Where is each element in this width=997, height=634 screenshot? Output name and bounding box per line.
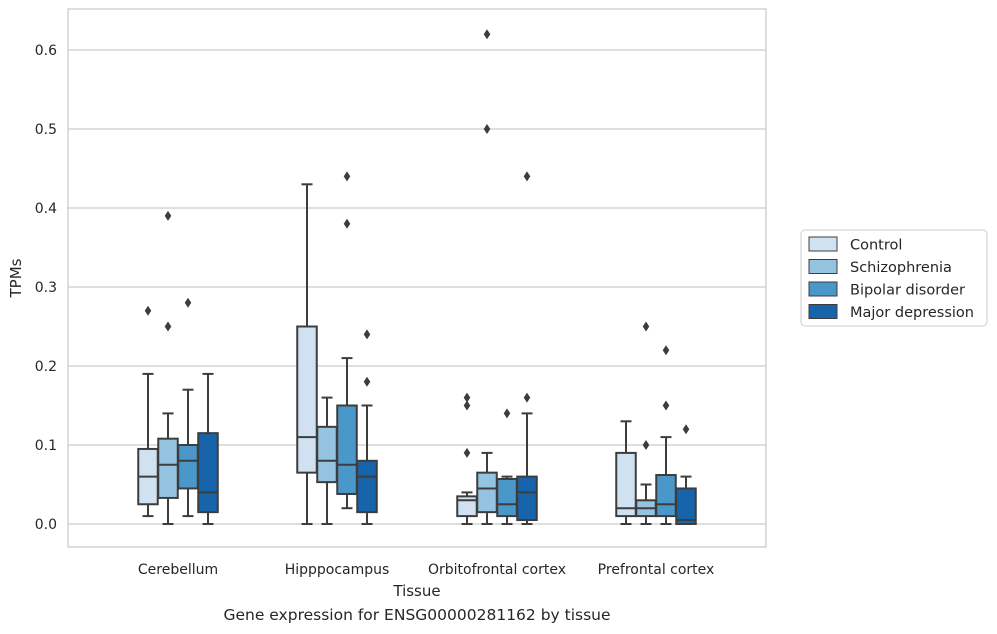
- outlier-point: [343, 171, 351, 182]
- outlier-point: [642, 440, 650, 450]
- outlier-point: [662, 345, 670, 356]
- outlier-point: [662, 400, 670, 411]
- box-iqr: [496, 477, 518, 518]
- legend-entries: Control Schizophrenia Bipolar disorder Majo…: [808, 236, 974, 321]
- x-tick-label: Cerebellum: [138, 562, 218, 578]
- x-tick-label: Prefrontal cortex: [598, 562, 715, 578]
- legend-label: Schizophrenia: [850, 260, 952, 276]
- box-schizophrenia: [157, 210, 179, 525]
- x-tick-label: Orbitofrontal cortex: [428, 562, 566, 578]
- plot-frame: [67, 8, 767, 548]
- box-control: [296, 183, 318, 525]
- outlier-point: [483, 124, 491, 134]
- outlier-point: [523, 392, 531, 403]
- box-iqr: [336, 404, 358, 495]
- outlier-point: [363, 329, 371, 340]
- y-tick-label: 0.6: [35, 43, 57, 59]
- box-iqr: [197, 432, 219, 514]
- box-iqr: [516, 475, 538, 522]
- outlier-point: [523, 171, 531, 182]
- box-schizophrenia: [476, 29, 498, 525]
- box-iqr: [177, 444, 199, 490]
- outlier-point: [144, 305, 152, 316]
- box-iqr: [476, 471, 498, 514]
- box-control: [137, 305, 159, 518]
- outlier-point: [343, 218, 351, 229]
- box-schizophrenia: [635, 321, 657, 525]
- box-control: [615, 420, 637, 525]
- outlier-point: [363, 376, 371, 387]
- legend-label: Bipolar disorder: [850, 283, 965, 299]
- box-iqr: [296, 325, 318, 474]
- outlier-point: [642, 321, 650, 332]
- legend-swatch: [808, 281, 838, 297]
- box-iqr: [316, 425, 338, 484]
- box-major-depression: [197, 372, 219, 525]
- y-tick-label: 0.0: [35, 517, 57, 533]
- y-tick-label: 0.2: [35, 359, 57, 375]
- y-tick-label: 0.4: [35, 201, 57, 217]
- outlier-point: [682, 424, 690, 435]
- box-iqr: [675, 487, 697, 526]
- box-bipolar-disorder: [655, 345, 677, 525]
- box-iqr: [615, 451, 637, 518]
- box-iqr: [157, 437, 179, 499]
- outlier-point: [463, 447, 471, 458]
- legend-label: Major depression: [850, 305, 974, 321]
- legend: Control Schizophrenia Bipolar disorder Majo…: [800, 229, 988, 327]
- y-tick-label: 0.3: [35, 280, 57, 296]
- box-bipolar-disorder: [336, 171, 358, 510]
- figure-caption: Gene expression for ENSG00000281162 by t…: [223, 606, 611, 624]
- box-schizophrenia: [316, 396, 338, 525]
- y-tick-labels: 0.0 0.1 0.2 0.3 0.4 0.5 0.6: [35, 43, 57, 533]
- x-axis-label: Tissue: [392, 582, 440, 600]
- legend-label: Control: [850, 238, 902, 254]
- outlier-point: [164, 210, 172, 221]
- outlier-point: [503, 408, 511, 419]
- legend-swatch: [808, 304, 838, 319]
- outlier-point: [463, 392, 471, 403]
- y-tick-label: 0.1: [35, 438, 57, 454]
- x-tick-labels: Cerebellum Hipppocampus Orbitofrontal cort…: [138, 562, 714, 578]
- box-bipolar-disorder: [177, 297, 199, 518]
- x-tick-label: Hipppocampus: [285, 562, 390, 578]
- legend-frame: [800, 229, 988, 327]
- box-control: [456, 392, 478, 525]
- legend-swatch: [808, 236, 838, 252]
- outlier-point: [164, 321, 172, 332]
- box-iqr: [356, 459, 378, 514]
- box-major-depression: [356, 329, 378, 525]
- box-major-depression: [675, 424, 697, 526]
- boxes: [137, 29, 697, 526]
- legend-swatch: [808, 259, 838, 274]
- box-bipolar-disorder: [496, 408, 518, 525]
- y-axis-label: TPMs: [7, 258, 25, 298]
- outlier-point: [483, 29, 491, 40]
- box-iqr: [655, 474, 677, 518]
- outlier-point: [463, 400, 471, 411]
- y-tick-label: 0.5: [35, 122, 57, 138]
- outlier-point: [184, 297, 192, 308]
- box-major-depression: [516, 171, 538, 525]
